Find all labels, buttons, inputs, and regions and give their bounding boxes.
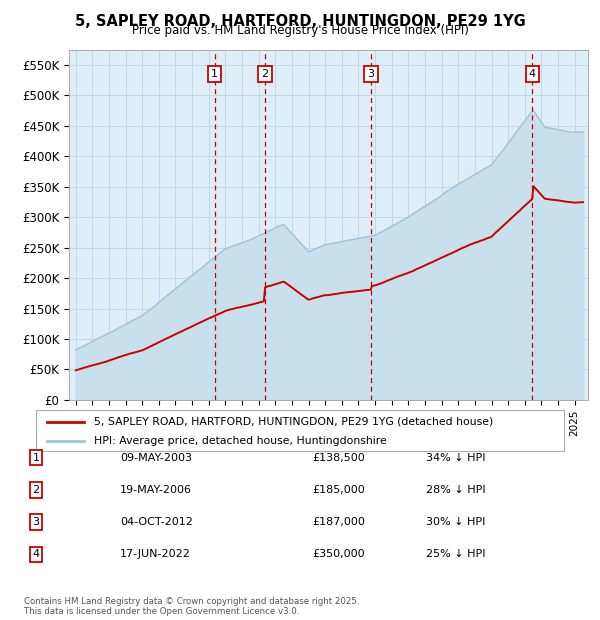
Text: 25% ↓ HPI: 25% ↓ HPI <box>426 549 485 559</box>
Text: 3: 3 <box>32 517 40 527</box>
Text: 17-JUN-2022: 17-JUN-2022 <box>120 549 191 559</box>
Text: 4: 4 <box>32 549 40 559</box>
Text: £350,000: £350,000 <box>312 549 365 559</box>
Text: 34% ↓ HPI: 34% ↓ HPI <box>426 453 485 463</box>
Text: 04-OCT-2012: 04-OCT-2012 <box>120 517 193 527</box>
Text: 30% ↓ HPI: 30% ↓ HPI <box>426 517 485 527</box>
Text: 4: 4 <box>529 69 536 79</box>
Text: Contains HM Land Registry data © Crown copyright and database right 2025.: Contains HM Land Registry data © Crown c… <box>24 597 359 606</box>
Text: £187,000: £187,000 <box>312 517 365 527</box>
Text: 1: 1 <box>211 69 218 79</box>
Text: HPI: Average price, detached house, Huntingdonshire: HPI: Average price, detached house, Hunt… <box>94 436 387 446</box>
Text: 5, SAPLEY ROAD, HARTFORD, HUNTINGDON, PE29 1YG (detached house): 5, SAPLEY ROAD, HARTFORD, HUNTINGDON, PE… <box>94 417 493 427</box>
Text: 19-MAY-2006: 19-MAY-2006 <box>120 485 192 495</box>
Text: 3: 3 <box>368 69 374 79</box>
Text: This data is licensed under the Open Government Licence v3.0.: This data is licensed under the Open Gov… <box>24 606 299 616</box>
Text: 2: 2 <box>32 485 40 495</box>
Text: 1: 1 <box>32 453 40 463</box>
FancyBboxPatch shape <box>36 410 564 451</box>
Text: 2: 2 <box>262 69 269 79</box>
Text: 09-MAY-2003: 09-MAY-2003 <box>120 453 192 463</box>
Text: £138,500: £138,500 <box>312 453 365 463</box>
Text: 28% ↓ HPI: 28% ↓ HPI <box>426 485 485 495</box>
Text: £185,000: £185,000 <box>312 485 365 495</box>
Text: Price paid vs. HM Land Registry's House Price Index (HPI): Price paid vs. HM Land Registry's House … <box>131 24 469 37</box>
Text: 5, SAPLEY ROAD, HARTFORD, HUNTINGDON, PE29 1YG: 5, SAPLEY ROAD, HARTFORD, HUNTINGDON, PE… <box>74 14 526 29</box>
